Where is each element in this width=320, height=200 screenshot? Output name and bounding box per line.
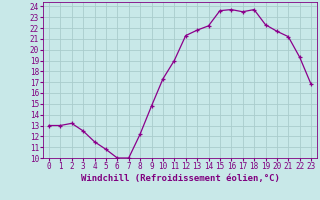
X-axis label: Windchill (Refroidissement éolien,°C): Windchill (Refroidissement éolien,°C) — [81, 174, 279, 183]
